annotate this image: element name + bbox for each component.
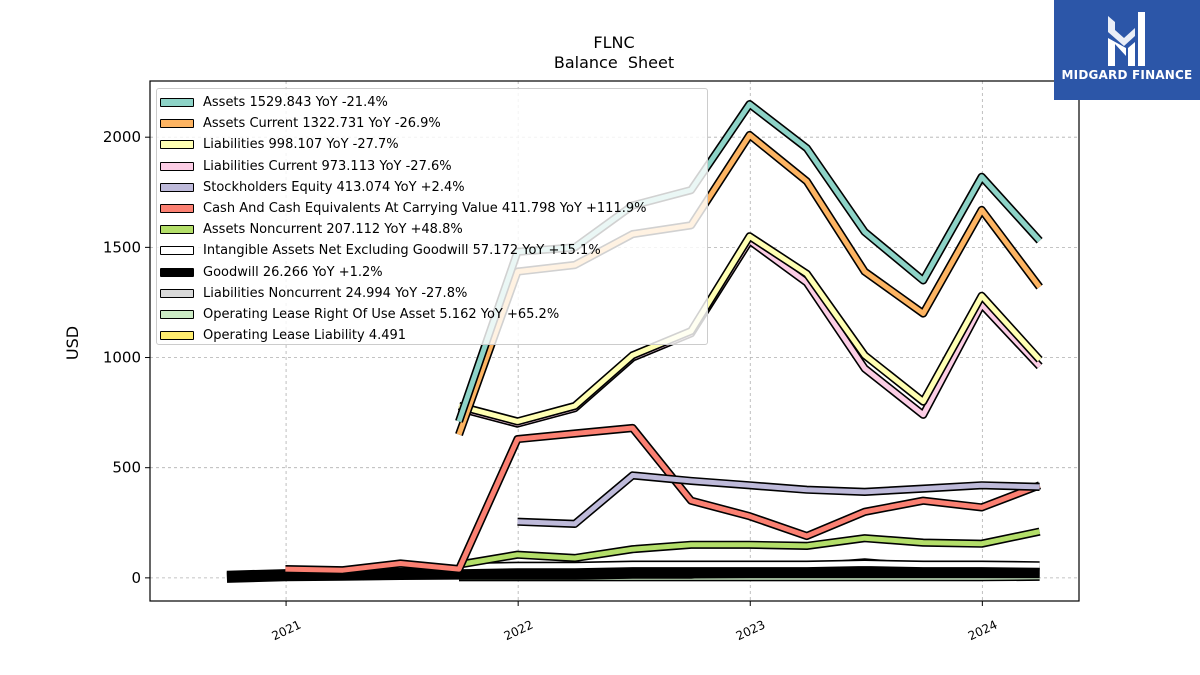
legend-swatch [160, 98, 194, 107]
axis-ticks: 0 500 1000 1500 2000 2021 2022 2023 2024 [103, 128, 1000, 643]
legend-item: Assets Current 1322.731 YoY -26.9% [157, 113, 707, 134]
legend-swatch [160, 182, 194, 192]
plot-frame [149, 80, 1080, 602]
chart-legend: Assets 1529.843 YoY -21.4% Assets Current… [156, 88, 708, 345]
chart-subtitle: Balance Sheet [554, 53, 674, 72]
x-tick-label: 2024 [966, 618, 1000, 644]
legend-label: Operating Lease Right Of Use Asset 5.162… [203, 306, 560, 322]
legend-swatch [160, 203, 194, 213]
legend-item: Liabilities 998.107 YoY -27.7% [157, 134, 707, 155]
legend-label: Liabilities Noncurrent 24.994 YoY -27.8% [203, 285, 468, 301]
series-line-outline [458, 527, 1041, 569]
legend-swatch [160, 246, 194, 256]
series-line [226, 567, 1040, 582]
legend-swatch [160, 161, 194, 171]
legend-item: Operating Lease Right Of Use Asset 5.162… [157, 304, 707, 325]
legend-swatch [160, 331, 194, 341]
legend-item: Liabilities Noncurrent 24.994 YoY -27.8% [157, 283, 707, 304]
legend-label: Operating Lease Liability 4.491 [203, 328, 407, 344]
series-line-outline [517, 471, 1040, 529]
legend-label: Goodwill 26.266 YoY +1.2% [203, 264, 383, 280]
series-line [458, 529, 1041, 568]
legend-item: Intangible Assets Net Excluding Goodwill… [157, 240, 707, 261]
x-tick-label: 2022 [502, 618, 536, 644]
legend-label: Assets Noncurrent 207.112 YoY +48.8% [203, 222, 463, 238]
legend-item: Operating Lease Liability 4.491 [157, 325, 707, 346]
series-goodwill [226, 565, 1040, 583]
legend-item: Cash And Cash Equivalents At Carrying Va… [157, 198, 707, 219]
midgard-logo-icon [1108, 12, 1145, 66]
legend-label: Stockholders Equity 413.074 YoY +2.4% [203, 179, 465, 195]
legend-swatch [160, 288, 194, 298]
legend-item: Stockholders Equity 413.074 YoY +2.4% [157, 177, 707, 198]
series-line [285, 425, 1041, 573]
legend-item: Assets Noncurrent 207.112 YoY +48.8% [157, 219, 707, 240]
legend-item: Assets 1529.843 YoY -21.4% [157, 92, 707, 113]
legend-swatch [160, 119, 194, 129]
y-tick-label: 1500 [103, 238, 141, 256]
y-tick-label: 1000 [103, 349, 141, 367]
legend-item: Liabilities Current 973.113 YoY -27.6% [157, 156, 707, 177]
series-liabilities [457, 232, 1043, 426]
series-assets-noncurrent [458, 527, 1041, 569]
series-stockholders-equity [517, 471, 1040, 529]
series-line [458, 233, 1042, 424]
x-tick-label: 2023 [734, 618, 768, 644]
legend-label: Cash And Cash Equivalents At Carrying Va… [203, 200, 647, 216]
y-tick-label: 0 [131, 569, 141, 587]
series-cash-and-cash-equivalents-at-carrying-value [285, 423, 1042, 575]
series-intangible-assets-net-excluding-goodwill [458, 559, 1040, 571]
legend-swatch [160, 309, 194, 319]
legend-label: Liabilities Current 973.113 YoY -27.6% [203, 158, 452, 174]
legend-label: Intangible Assets Net Excluding Goodwill… [203, 243, 601, 259]
brand-name: MIDGARD FINANCE [1061, 68, 1193, 82]
legend-label: Assets Current 1322.731 YoY -26.9% [203, 116, 441, 132]
legend-swatch [160, 267, 194, 277]
series-layer [226, 99, 1043, 583]
x-tick-label: 2021 [270, 618, 304, 644]
legend-item: Goodwill 26.266 YoY +1.2% [157, 262, 707, 283]
y-tick-label: 2000 [103, 128, 141, 146]
legend-label: Liabilities 998.107 YoY -27.7% [203, 137, 399, 153]
series-line [458, 561, 1040, 570]
chart-title: FLNC [593, 33, 634, 52]
legend-label: Assets 1529.843 YoY -21.4% [203, 95, 388, 110]
brand-logo: MIDGARD FINANCE [1054, 0, 1200, 100]
series-line [517, 472, 1040, 527]
y-axis-label: USD [63, 326, 82, 360]
legend-swatch [160, 225, 194, 235]
y-tick-label: 500 [112, 459, 141, 477]
legend-swatch [160, 140, 194, 150]
